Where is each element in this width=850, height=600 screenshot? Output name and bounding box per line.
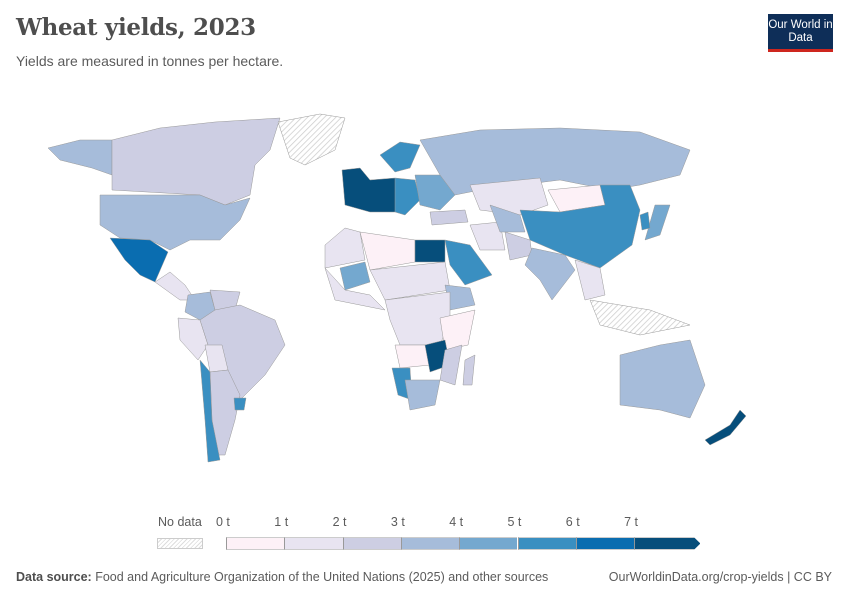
country-saudi-arabia[interactable]	[444, 239, 493, 286]
country-russia[interactable]	[419, 127, 691, 196]
country-india[interactable]	[524, 247, 576, 301]
legend-tick: 4 t	[449, 515, 464, 529]
country-afghanistan-pakistan[interactable]	[504, 231, 533, 261]
legend-bin	[342, 537, 401, 550]
legend-bin	[459, 537, 518, 550]
legend-bin	[226, 537, 285, 550]
country-new-zealand[interactable]	[704, 409, 747, 446]
country-greenland[interactable]	[277, 113, 346, 166]
chart-subtitle: Yields are measured in tonnes per hectar…	[16, 53, 284, 69]
country-indonesia[interactable]	[589, 299, 691, 336]
country-algeria-libya[interactable]	[359, 231, 416, 271]
country-east-africa[interactable]	[439, 309, 476, 351]
url-license[interactable]: OurWorldinData.org/crop-yields | CC BY	[608, 570, 832, 584]
country-kazakhstan[interactable]	[469, 177, 549, 216]
country-chile[interactable]	[199, 359, 221, 463]
legend-tick: 2 t	[332, 515, 347, 529]
country-mozambique[interactable]	[439, 344, 463, 386]
legend-tick: 3 t	[390, 515, 405, 529]
country-angola-drc-south[interactable]	[394, 344, 431, 369]
legend-bin	[284, 537, 343, 550]
legend-bin	[400, 537, 460, 550]
country-central-america[interactable]	[154, 271, 196, 301]
legend: No data 0 t 1 t 2 t 3 t 4 t 5 t 6 t 7 t	[0, 515, 850, 555]
legend-no-data-swatch	[157, 538, 203, 549]
country-uruguay[interactable]	[233, 397, 247, 411]
country-western-europe[interactable]	[341, 167, 401, 213]
country-south-africa[interactable]	[404, 379, 441, 411]
source-text: Food and Agriculture Organization of the…	[95, 570, 549, 584]
legend-bin	[634, 537, 701, 550]
country-australia[interactable]	[619, 339, 706, 419]
country-turkey[interactable]	[429, 209, 469, 226]
chart-title: Wheat yields, 2023	[16, 14, 256, 41]
country-egypt[interactable]	[414, 239, 446, 263]
country-china[interactable]	[519, 184, 641, 269]
country-central-asia[interactable]	[489, 204, 526, 233]
country-iran[interactable]	[469, 221, 506, 251]
country-canada[interactable]	[111, 117, 281, 206]
legend-tick: 5 t	[507, 515, 522, 529]
country-eastern-europe[interactable]	[414, 174, 456, 211]
legend-tick: 1 t	[274, 515, 289, 529]
country-scandinavia[interactable]	[379, 141, 421, 173]
legend-tick: 6 t	[565, 515, 580, 529]
source-label: Data source:	[16, 570, 92, 584]
legend-bin	[575, 537, 635, 550]
country-north-africa-west[interactable]	[324, 227, 366, 269]
owid-logo[interactable]: Our World in Data	[768, 14, 833, 52]
legend-tick: 7 t	[624, 515, 638, 529]
country-korea[interactable]	[639, 211, 651, 231]
data-source: Data source: Food and Agriculture Organi…	[16, 570, 548, 584]
country-united-states[interactable]	[99, 194, 251, 251]
country-west-africa[interactable]	[324, 267, 386, 311]
legend-tick: 0 t	[216, 515, 230, 529]
world-map	[47, 113, 747, 463]
legend-bin	[517, 537, 576, 550]
country-southeast-asia[interactable]	[574, 259, 606, 301]
country-peru[interactable]	[177, 317, 209, 361]
country-alaska[interactable]	[47, 139, 113, 176]
country-central-europe[interactable]	[394, 177, 421, 216]
country-mali[interactable]	[339, 261, 371, 291]
country-madagascar[interactable]	[462, 354, 476, 386]
legend-no-data-label: No data	[158, 515, 202, 529]
